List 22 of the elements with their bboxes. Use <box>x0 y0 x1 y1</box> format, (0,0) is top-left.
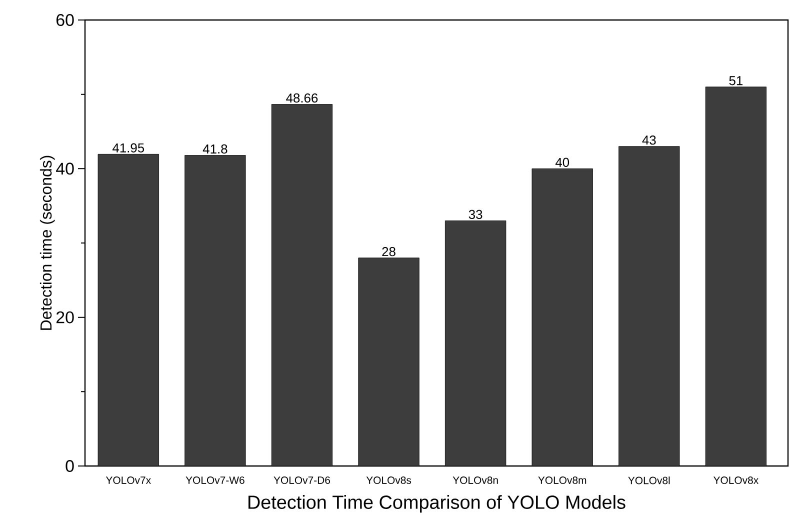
data-label: 48.66 <box>286 93 318 103</box>
data-label: 41.8 <box>202 144 228 154</box>
y-tick-label: 40 <box>56 162 74 175</box>
x-tick-label: YOLOv8s <box>366 476 412 484</box>
y-axis-title: Detection time (seconds) <box>40 156 55 330</box>
y-tick-label: 20 <box>56 311 74 324</box>
data-label: 28 <box>382 247 396 256</box>
data-label: 40 <box>555 158 570 167</box>
x-tick-label: YOLOv8m <box>538 476 586 484</box>
x-tick-label: YOLOv7-D6 <box>274 476 330 484</box>
data-label: 33 <box>468 210 482 220</box>
x-axis-title: Detection Time Comparison of YOLO Models <box>248 495 626 513</box>
data-label: 41.95 <box>112 143 144 152</box>
x-tick-label: YOLOv7-W6 <box>186 476 244 484</box>
x-tick-label: YOLOv7x <box>106 476 151 484</box>
x-tick-label: YOLOv8x <box>713 476 758 484</box>
data-label: 51 <box>729 76 743 86</box>
y-tick-label: 0 <box>66 460 74 472</box>
x-tick-label: YOLOv8l <box>628 476 670 484</box>
y-tick-label: 60 <box>56 14 74 26</box>
x-tick-label: YOLOv8n <box>452 476 498 484</box>
data-label: 43 <box>642 136 656 145</box>
